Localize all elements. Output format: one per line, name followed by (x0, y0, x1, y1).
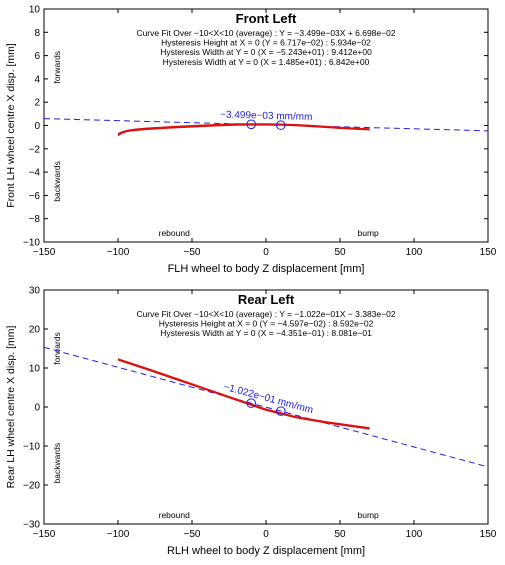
x-tick-label: −150 (33, 247, 56, 258)
y-tick-label: −10 (23, 442, 40, 453)
x-tick-label: −150 (33, 529, 56, 540)
fit-line (44, 346, 488, 468)
annotation-line: Hysteresis Width at Y = 0 (X = −5.243e+0… (160, 47, 372, 57)
y-tick-label: −20 (23, 481, 40, 492)
forwards-label: forwards (52, 332, 62, 365)
y-tick-label: 30 (29, 286, 41, 297)
y-tick-label: 0 (34, 403, 40, 414)
y-tick-label: 6 (34, 51, 40, 62)
x-tick-label: −100 (107, 529, 130, 540)
y-tick-label: −8 (29, 214, 41, 225)
x-axis-label: FLH wheel to body Z displacement [mm] (168, 263, 365, 275)
y-tick-label: 0 (34, 121, 40, 132)
y-tick-label: −30 (23, 520, 40, 531)
rebound-label: rebound (159, 228, 190, 238)
y-tick-label: 2 (34, 98, 40, 109)
chart-panel-1: −150 −100 −50 0 50 100 150−30−20−100102030RLH … (5, 286, 497, 558)
plot-area (44, 118, 488, 137)
x-tick-label: 150 (480, 247, 497, 258)
fit-range-marker (246, 119, 256, 130)
annotation-line: Hysteresis Height at X = 0 (Y = −4.597e−… (159, 319, 374, 329)
x-tick-label: 100 (406, 529, 423, 540)
y-tick-label: 10 (29, 364, 41, 375)
x-tick-label: −50 (184, 529, 201, 540)
annotation-line: Hysteresis Width at Y = 0 (X = 1.485e+01… (163, 57, 370, 67)
annotation-line: Hysteresis Width at Y = 0 (X = −4.351e−0… (160, 328, 372, 338)
annotation-line: Curve Fit Over −10<X<10 (average) : Y = … (136, 309, 395, 319)
data-series-line (117, 123, 370, 135)
bump-label: bump (357, 510, 379, 520)
slope-label: −3.499e−03 mm/mm (220, 109, 313, 123)
backwards-label: backwards (52, 161, 62, 202)
plot-area (44, 346, 488, 468)
chart-title: Front Left (236, 11, 297, 26)
annotation-line: Curve Fit Over −10<X<10 (average) : Y = … (136, 28, 395, 38)
y-tick-label: 10 (29, 5, 41, 16)
fit-range-marker (246, 398, 256, 408)
fit-range-marker (276, 120, 286, 130)
x-tick-label: 150 (480, 529, 497, 540)
x-tick-label: 50 (334, 247, 346, 258)
x-tick-label: 100 (406, 247, 423, 258)
data-series-line (117, 358, 370, 429)
y-tick-label: 20 (29, 325, 41, 336)
x-tick-label: −50 (184, 247, 201, 258)
annotation-line: Hysteresis Height at X = 0 (Y = 6.717e−0… (161, 38, 371, 48)
x-tick-label: 50 (334, 529, 346, 540)
x-tick-label: −100 (107, 247, 130, 258)
y-axis-label: Front LH wheel centre X disp. [mm] (5, 43, 17, 208)
chart-panel-0: −150 −100 −50 0 50 100 150 −10 −8 −6 −4 −2 0 2 4 6 8 10 FL… (5, 5, 497, 276)
backwards-label: backwards (52, 443, 62, 484)
y-tick-label: −4 (29, 168, 41, 179)
y-tick-label: −2 (29, 144, 41, 155)
y-tick-label: 4 (34, 74, 40, 85)
x-tick-label: 0 (263, 529, 269, 540)
rebound-label: rebound (159, 510, 190, 520)
x-tick-label: 0 (263, 247, 269, 258)
y-tick-label: 8 (34, 28, 40, 39)
bump-label: bump (357, 228, 379, 238)
chart-title: Rear Left (238, 292, 295, 307)
forwards-label: forwards (52, 51, 62, 84)
x-axis-label: RLH wheel to body Z displacement [mm] (167, 545, 365, 557)
fit-range-marker (276, 406, 286, 416)
y-tick-label: −6 (29, 191, 41, 202)
y-tick-label: −10 (23, 238, 40, 249)
y-axis-label: Rear LH wheel centre X disp. [mm] (5, 326, 17, 489)
